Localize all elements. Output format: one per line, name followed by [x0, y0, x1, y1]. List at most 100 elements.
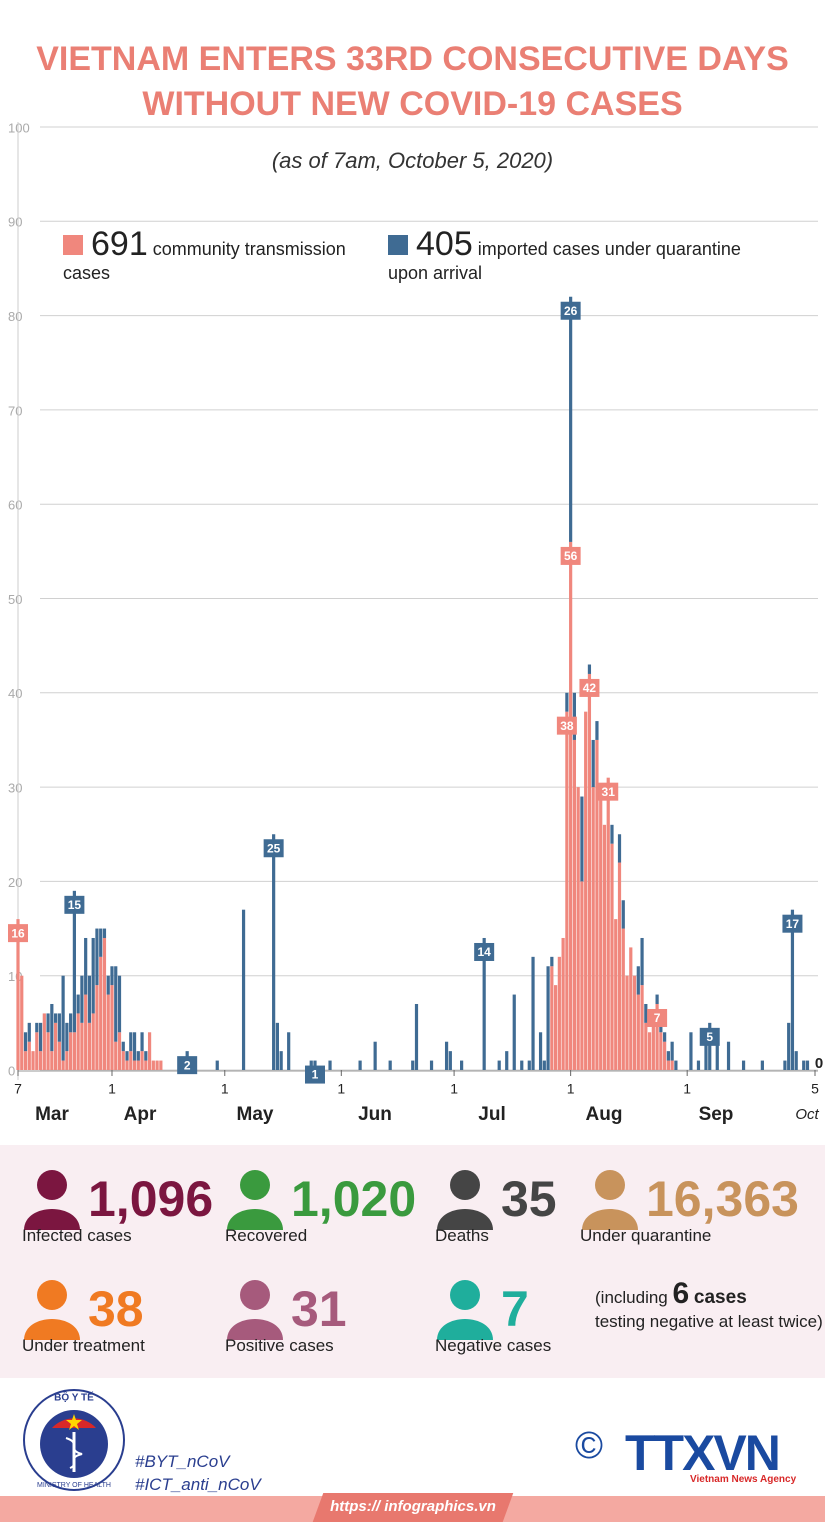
bar [542, 1060, 546, 1070]
hashtag: #BYT_nCoV [135, 1452, 230, 1471]
data-label-box [304, 1065, 325, 1084]
bar [50, 1003, 54, 1052]
data-label-box [556, 716, 577, 735]
bar [140, 1051, 144, 1070]
bar [80, 1022, 84, 1070]
bar [602, 824, 607, 1070]
bar [787, 1022, 791, 1070]
data-label-box [782, 914, 803, 933]
stat-label: Under treatment [22, 1336, 145, 1355]
bar [591, 739, 595, 788]
bar [561, 937, 565, 1070]
bar [448, 1051, 452, 1070]
icon-body [227, 1319, 283, 1340]
bar [599, 787, 603, 1070]
icon-body [24, 1319, 80, 1340]
bar [132, 1060, 137, 1070]
title: WITHOUT NEW COVID-19 CASES [142, 85, 683, 123]
bar [76, 1013, 80, 1070]
bar [569, 296, 573, 542]
data-label: 17 [786, 917, 800, 931]
bar [99, 928, 103, 957]
bar [42, 1013, 46, 1070]
bar [715, 1041, 719, 1070]
month-label: Mar [35, 1104, 69, 1125]
y-tick-label: 90 [8, 215, 22, 230]
note-text: testing negative at least twice) [595, 1312, 823, 1331]
data-label: 14 [477, 945, 491, 959]
bar [117, 975, 122, 1033]
stat: 38 Under treatment [22, 1278, 145, 1356]
bar [674, 1060, 678, 1070]
stat: 1,096 Infected cases [22, 1168, 213, 1246]
stat: 16,363 Under quarantine [580, 1168, 799, 1246]
person-icon [24, 1280, 80, 1340]
y-tick-label: 50 [8, 592, 22, 607]
bar [726, 1041, 731, 1070]
month-label: Apr [124, 1104, 157, 1125]
bar [505, 1051, 509, 1070]
bar [50, 1051, 54, 1070]
y-tick-label: 70 [8, 403, 22, 418]
bar [117, 1032, 122, 1070]
bar [790, 909, 795, 1070]
stat-label: Deaths [435, 1226, 489, 1245]
bar [65, 1051, 69, 1070]
bar [140, 1032, 144, 1052]
y-tick-label: 40 [8, 686, 22, 701]
x-tick-label: 1 [337, 1081, 345, 1097]
bar [610, 824, 614, 844]
bar [640, 937, 644, 986]
person-icon [437, 1280, 493, 1340]
bar [114, 966, 118, 1042]
bar [279, 1051, 283, 1070]
note-text: cases [693, 1287, 747, 1308]
data-label-box [560, 546, 581, 565]
data-label: 38 [560, 719, 574, 733]
bar [794, 1051, 798, 1070]
bar [670, 1060, 674, 1070]
bar [328, 1060, 332, 1070]
bar [760, 1060, 764, 1070]
bar [704, 1041, 708, 1070]
bar [647, 1032, 652, 1070]
data-label: 5 [706, 1030, 713, 1044]
icon-head [595, 1170, 625, 1200]
note: (including 6 cases testing negative at l… [595, 1279, 823, 1334]
brand: TTXVN [625, 1425, 781, 1481]
bar [565, 692, 569, 712]
bar [121, 1041, 125, 1052]
stat: 7 Negative cases [435, 1278, 551, 1356]
bar [663, 1032, 667, 1042]
x-tick-label: 1 [221, 1081, 229, 1097]
y-tick-label: 80 [8, 309, 22, 324]
icon-body [582, 1209, 638, 1230]
month-label: Jul [478, 1104, 505, 1125]
bar [125, 1051, 129, 1061]
bar [84, 937, 88, 995]
stat-label: Under quarantine [580, 1226, 712, 1245]
bar [595, 739, 599, 1070]
bar [708, 1022, 712, 1070]
hashtag: #ICT_anti_nCoV [135, 1475, 261, 1494]
data-label-box [64, 895, 85, 914]
bar [87, 1022, 92, 1070]
legend-item: 691 community transmission cases [63, 227, 363, 285]
data-label-box [598, 782, 619, 801]
stats-panel [0, 1145, 825, 1378]
bar [411, 1060, 415, 1070]
bar [20, 975, 24, 1070]
icon-body [437, 1209, 493, 1230]
bar [569, 541, 573, 1070]
data-label: 25 [267, 841, 281, 855]
bar [482, 937, 486, 1070]
bar [689, 1032, 693, 1070]
month-label: Aug [586, 1104, 623, 1125]
person-icon [437, 1170, 493, 1230]
bar [358, 1060, 362, 1070]
bar [636, 966, 640, 995]
ministry-logo: BỘ Y TẾ MINISTRY OF HEALTH [23, 1389, 125, 1491]
bar [625, 975, 629, 1070]
data-label: 26 [564, 304, 578, 318]
